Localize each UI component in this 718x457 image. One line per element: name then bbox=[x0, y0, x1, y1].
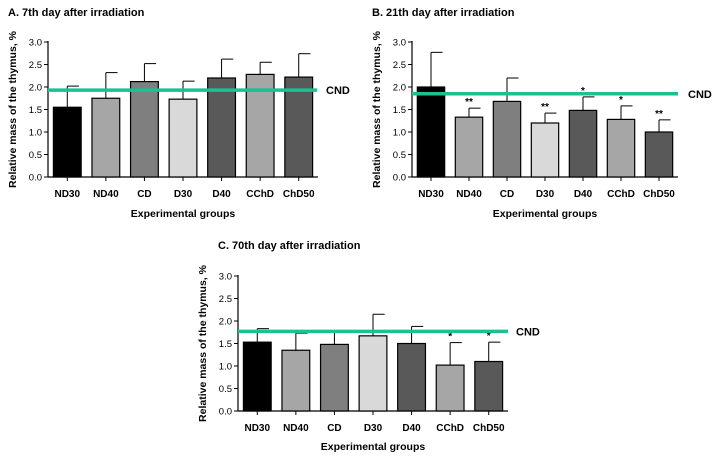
x-axis-label: Experimental groups bbox=[321, 441, 426, 453]
bar-cd bbox=[129, 80, 159, 178]
y-tick-label: 3.0 bbox=[219, 271, 232, 282]
bar-nd30 bbox=[52, 106, 82, 178]
significance-mark: ** bbox=[655, 109, 663, 120]
x-tick-label: ND40 bbox=[283, 423, 309, 434]
x-axis-label: Experimental groups bbox=[493, 208, 598, 220]
y-tick-label: 2.0 bbox=[29, 82, 42, 93]
x-tick-label: CD bbox=[327, 423, 341, 434]
panel-b-21th-day: B. 21th day after irradiation 0.0 0.5 1.0 1.… bbox=[371, 7, 712, 220]
cnd-reference-label: CND bbox=[326, 85, 350, 97]
cnd-reference-label: CND bbox=[516, 326, 540, 338]
bar-nd30 bbox=[242, 341, 272, 412]
bar-chd50 bbox=[474, 360, 504, 412]
y-tick-label: 1.5 bbox=[393, 105, 406, 116]
significance-mark: ** bbox=[465, 97, 473, 108]
y-tick-label: 3.0 bbox=[29, 37, 42, 48]
x-tick-label: ChD50 bbox=[643, 189, 675, 200]
significance-mark: * bbox=[487, 331, 491, 342]
x-tick-label: D40 bbox=[402, 423, 421, 434]
x-tick-label: ND30 bbox=[244, 423, 270, 434]
cnd-reference-label: CND bbox=[688, 89, 712, 101]
significance-mark: * bbox=[581, 86, 585, 97]
x-tick-label: D30 bbox=[364, 423, 383, 434]
y-tick-label: 2.0 bbox=[393, 82, 406, 93]
y-tick-label: 1.0 bbox=[29, 127, 42, 138]
y-tick-label: 0.5 bbox=[219, 384, 232, 395]
bar-nd40 bbox=[454, 116, 484, 178]
bar-chd50 bbox=[284, 76, 314, 178]
x-tick-label: CChD bbox=[246, 189, 274, 200]
x-tick-label: ND30 bbox=[418, 189, 444, 200]
y-axis-label: Relative mass of the thymus, % bbox=[371, 30, 383, 188]
y-tick-label: 1.0 bbox=[393, 127, 406, 138]
x-tick-label: ChD50 bbox=[473, 423, 505, 434]
y-tick-label: 0.5 bbox=[393, 150, 406, 161]
y-tick-label: 1.0 bbox=[219, 361, 232, 372]
bar-cchd bbox=[606, 118, 636, 178]
bar-nd40 bbox=[281, 349, 311, 412]
x-tick-label: ND30 bbox=[54, 189, 80, 200]
bar-chd50 bbox=[644, 131, 674, 178]
bar-cd bbox=[492, 100, 522, 178]
y-tick-label: 1.5 bbox=[29, 105, 42, 116]
panel-c-70th-day: C. 70th day after irradiation 0.0 0.5 1.0 1.… bbox=[197, 240, 540, 453]
panel-title: C. 70th day after irradiation bbox=[218, 240, 361, 252]
significance-mark: * bbox=[619, 95, 623, 106]
x-tick-label: CD bbox=[500, 189, 514, 200]
bar-d30 bbox=[530, 122, 560, 178]
x-axis-label: Experimental groups bbox=[131, 208, 236, 220]
x-tick-label: CChD bbox=[607, 189, 635, 200]
x-tick-label: D30 bbox=[174, 189, 193, 200]
bar-d30 bbox=[168, 98, 198, 178]
y-tick-label: 3.0 bbox=[393, 37, 406, 48]
x-tick-label: ND40 bbox=[93, 189, 119, 200]
y-tick-label: 0.5 bbox=[29, 150, 42, 161]
y-axis-label: Relative mass of the thymus, % bbox=[197, 264, 209, 422]
y-tick-label: 2.0 bbox=[219, 316, 232, 327]
y-axis-label: Relative mass of the thymus, % bbox=[7, 30, 19, 188]
bar-d30 bbox=[358, 335, 388, 412]
x-tick-label: CChD bbox=[436, 423, 464, 434]
x-tick-label: CD bbox=[137, 189, 151, 200]
y-tick-label: 2.5 bbox=[393, 60, 406, 71]
panel-a-7th-day: A. 7th day after irradiation 0.0 0.5 1.0 1.5… bbox=[7, 7, 350, 220]
significance-mark: ** bbox=[541, 102, 549, 113]
x-tick-label: ChD50 bbox=[283, 189, 315, 200]
significance-mark: * bbox=[448, 332, 452, 343]
x-tick-label: D30 bbox=[536, 189, 555, 200]
y-tick-label: 2.5 bbox=[219, 294, 232, 305]
y-tick-label: 0.0 bbox=[29, 172, 42, 183]
bar-d40 bbox=[207, 77, 237, 178]
y-tick-label: 1.5 bbox=[219, 339, 232, 350]
bar-cchd bbox=[435, 364, 465, 412]
bar-d40 bbox=[397, 342, 427, 412]
bar-cd bbox=[319, 343, 349, 412]
y-tick-label: 2.5 bbox=[29, 60, 42, 71]
x-tick-label: D40 bbox=[574, 189, 593, 200]
panel-title: A. 7th day after irradiation bbox=[8, 7, 145, 19]
y-tick-label: 0.0 bbox=[393, 172, 406, 183]
x-tick-label: ND40 bbox=[456, 189, 482, 200]
y-tick-label: 0.0 bbox=[219, 406, 232, 417]
bar-nd30 bbox=[416, 86, 446, 178]
bar-nd40 bbox=[91, 97, 121, 178]
bar-d40 bbox=[568, 109, 598, 178]
panel-title: B. 21th day after irradiation bbox=[372, 7, 515, 19]
x-tick-label: D40 bbox=[212, 189, 231, 200]
